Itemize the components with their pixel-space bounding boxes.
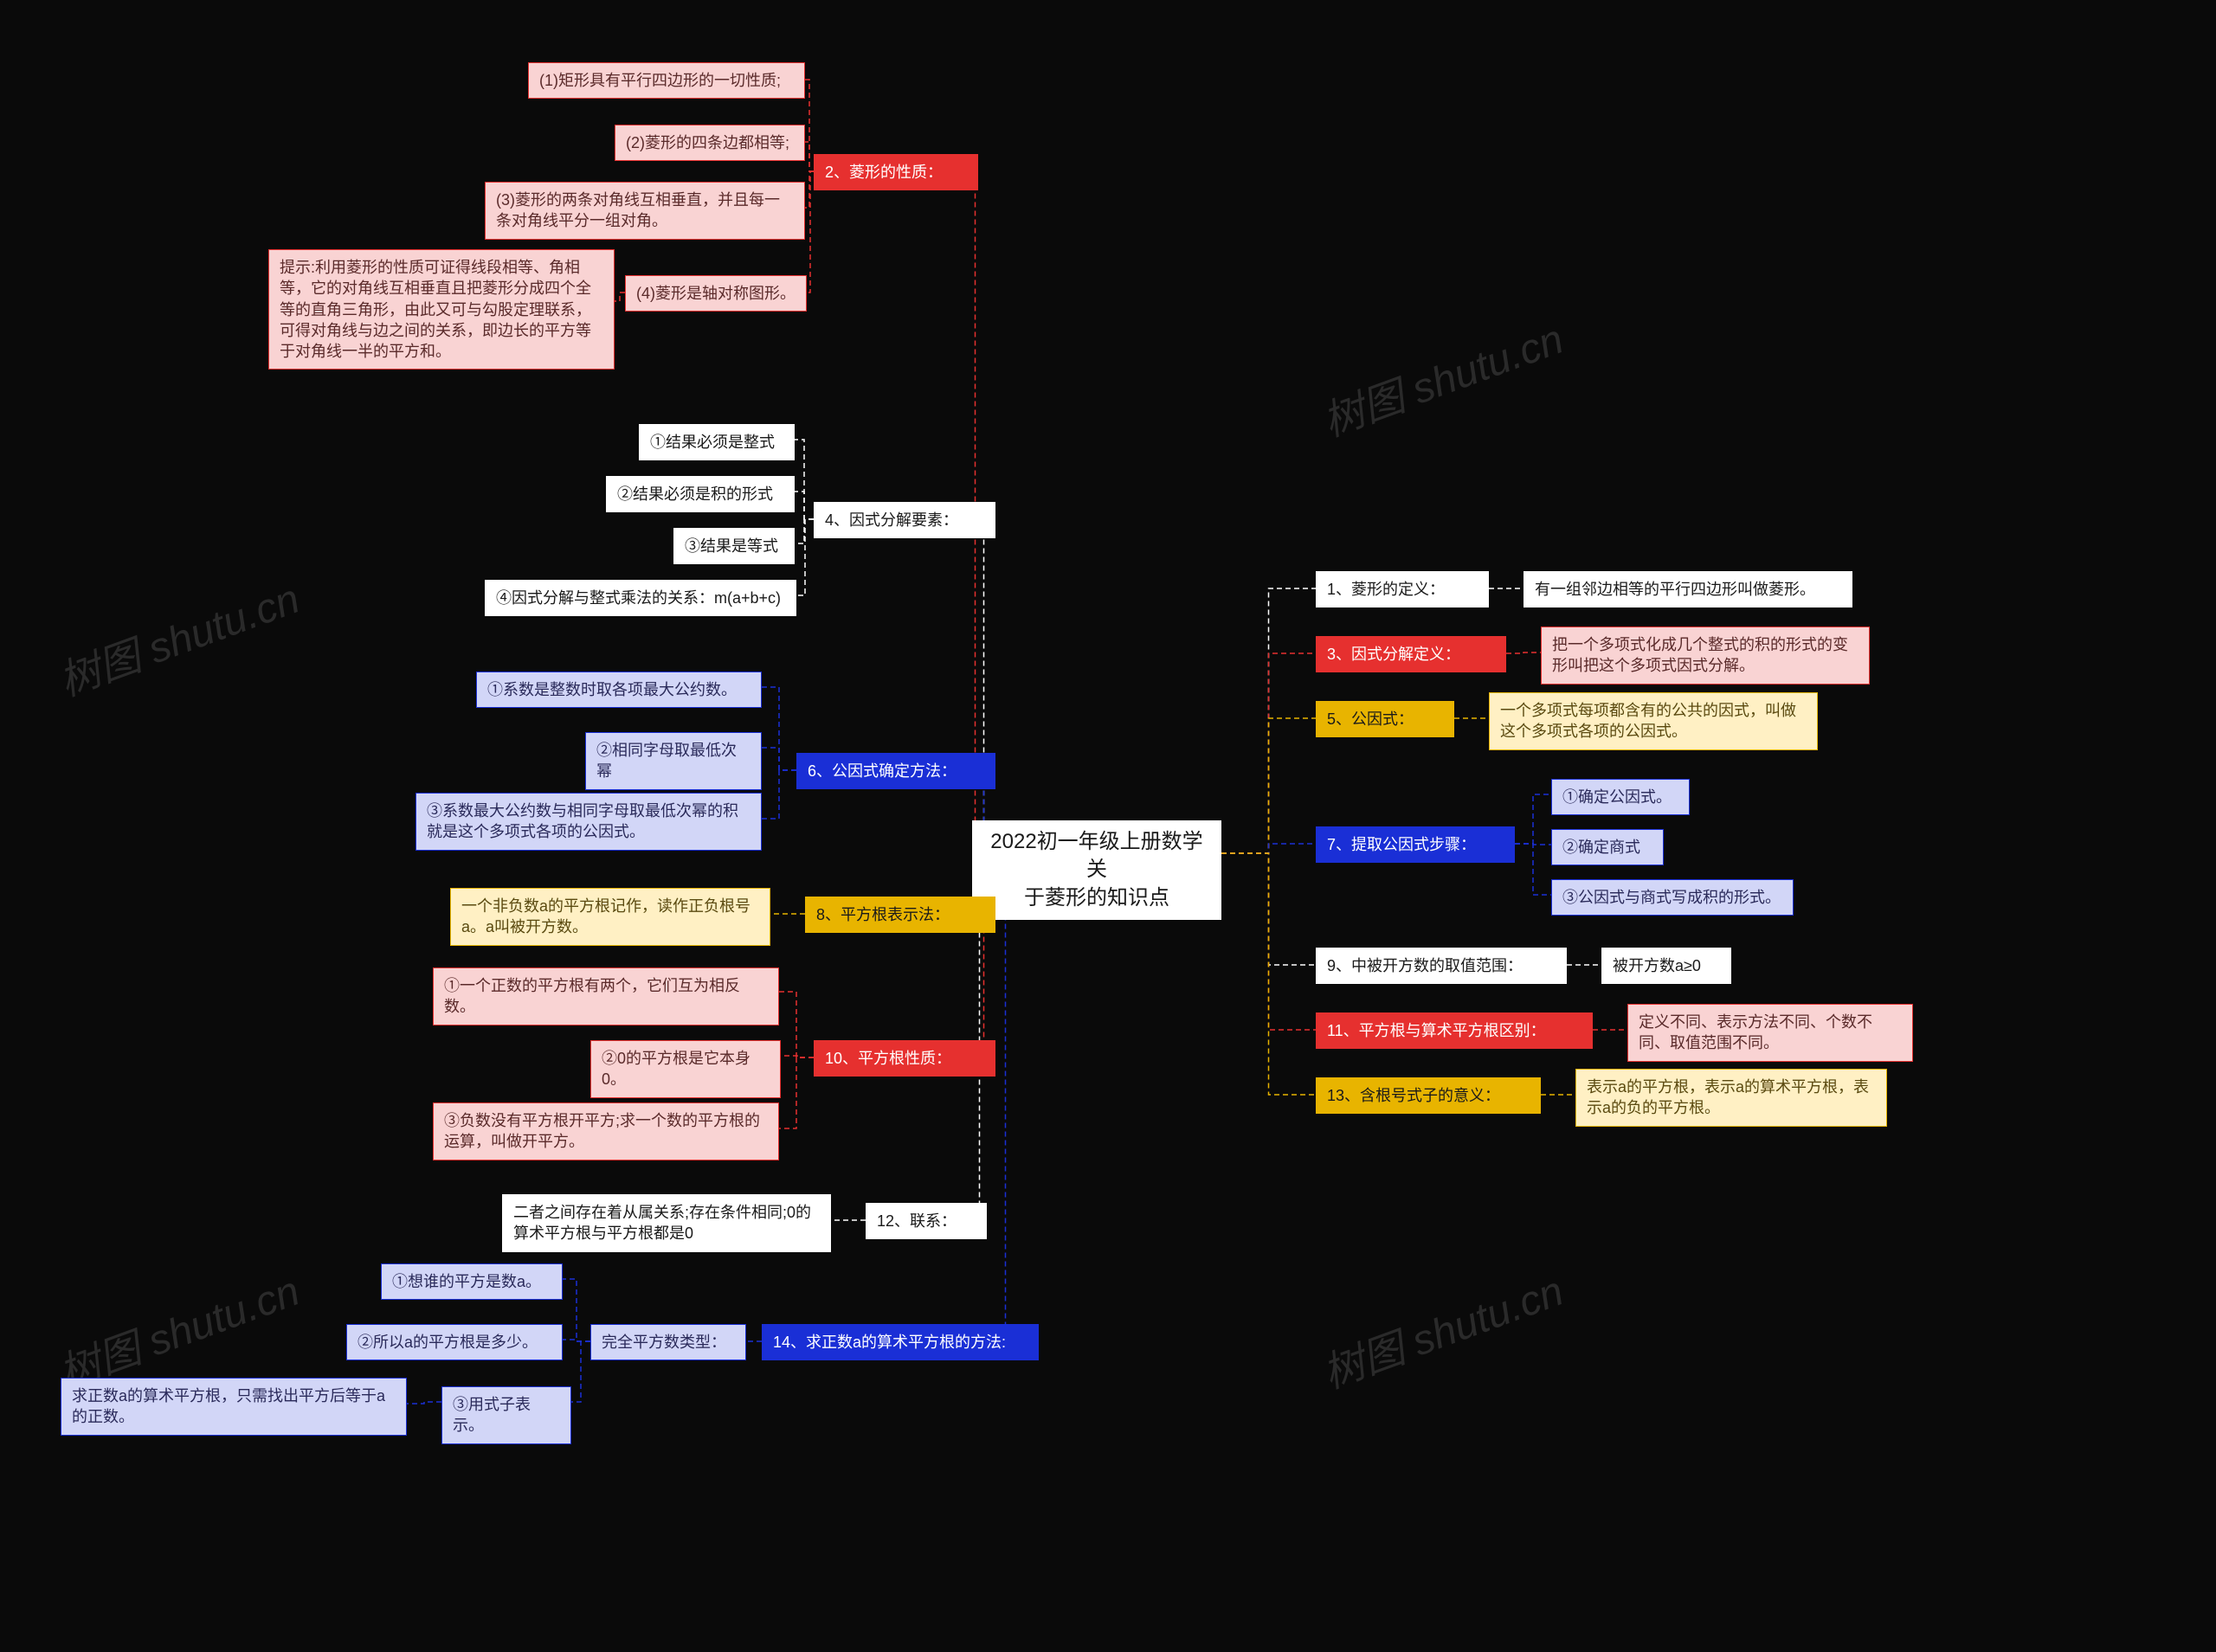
node-r1a: 有一组邻边相等的平行四边形叫做菱形。 bbox=[1524, 571, 1852, 607]
node-l4b: ②结果必须是积的形式 bbox=[606, 476, 795, 512]
node-l14: 14、求正数a的算术平方根的方法: bbox=[762, 1324, 1039, 1360]
node-l10a: ①一个正数的平方根有两个，它们互为相反数。 bbox=[433, 967, 779, 1025]
edge-center-r13 bbox=[1221, 853, 1316, 1095]
edge-l14c-l14t bbox=[407, 1402, 441, 1404]
edge-r7-r7b bbox=[1515, 844, 1551, 845]
node-l2d: (4)菱形是轴对称图形。 bbox=[625, 275, 807, 312]
node-l2c: (3)菱形的两条对角线互相垂直，并且每一条对角线平分一组对角。 bbox=[485, 182, 805, 240]
node-r7: 7、提取公因式步骤： bbox=[1316, 826, 1515, 863]
node-l12: 12、联系： bbox=[866, 1203, 987, 1239]
edge-l2d-l2t bbox=[615, 292, 625, 301]
node-l6a: ①系数是整数时取各项最大公约数。 bbox=[476, 672, 762, 708]
node-l4c: ③结果是等式 bbox=[673, 528, 795, 564]
edge-l6-l6c bbox=[762, 770, 796, 819]
node-l2t: 提示:利用菱形的性质可证得线段相等、角相等，它的对角线互相垂直且把菱形分成四个全… bbox=[268, 249, 615, 370]
edge-center-r1 bbox=[1221, 588, 1316, 853]
watermark: 树图 shutu.cn bbox=[49, 564, 306, 707]
edge-l2-l2d bbox=[807, 171, 814, 292]
node-l8: 8、平方根表示法： bbox=[805, 897, 995, 933]
node-l12a: 二者之间存在着从属关系;存在条件相同;0的算术平方根与平方根都是0 bbox=[502, 1194, 831, 1252]
node-l2: 2、菱形的性质： bbox=[814, 154, 978, 190]
node-l2b: (2)菱形的四条边都相等; bbox=[615, 125, 805, 161]
node-r5a: 一个多项式每项都含有的公共的因式，叫做这个多项式各项的公因式。 bbox=[1489, 692, 1818, 750]
edge-center-r11 bbox=[1221, 853, 1316, 1030]
edge-l10-l10c bbox=[779, 1057, 814, 1128]
node-l14t: 求正数a的算术平方根，只需找出平方后等于a的正数。 bbox=[61, 1378, 407, 1436]
node-l10: 10、平方根性质： bbox=[814, 1040, 995, 1077]
node-r7a: ①确定公因式。 bbox=[1551, 779, 1690, 815]
edge-center-r3 bbox=[1221, 653, 1316, 853]
edge-r7-r7c bbox=[1515, 844, 1551, 895]
node-r1: 1、菱形的定义： bbox=[1316, 571, 1489, 607]
node-r13: 13、含根号式子的意义： bbox=[1316, 1077, 1541, 1114]
edge-l4-l4c bbox=[795, 519, 814, 543]
node-l10b: ②0的平方根是它本身0。 bbox=[590, 1040, 781, 1098]
edge-l10-l10b bbox=[781, 1056, 814, 1057]
edge-center-r5 bbox=[1221, 718, 1316, 853]
node-r3: 3、因式分解定义： bbox=[1316, 636, 1506, 672]
edge-center-l4 bbox=[972, 519, 995, 853]
edge-center-r9 bbox=[1221, 853, 1316, 965]
edge-l6-l6a bbox=[762, 687, 796, 770]
edge-center-r7 bbox=[1221, 844, 1316, 853]
node-r9: 9、中被开方数的取值范围： bbox=[1316, 948, 1567, 984]
node-l6c: ③系数最大公约数与相同字母取最低次幂的积就是这个多项式各项的公因式。 bbox=[416, 793, 762, 851]
edge-r7-r7a bbox=[1515, 794, 1551, 844]
node-l14c: ③用式子表示。 bbox=[441, 1386, 571, 1444]
node-r3a: 把一个多项式化成几个整式的积的形式的变形叫把这个多项式因式分解。 bbox=[1541, 627, 1870, 685]
edge-l14s-l14a bbox=[563, 1279, 590, 1341]
node-l6b: ②相同字母取最低次幂 bbox=[585, 732, 762, 790]
node-l6: 6、公因式确定方法： bbox=[796, 753, 995, 789]
node-l4a: ①结果必须是整式 bbox=[639, 424, 795, 460]
edge-l2-l2b bbox=[805, 142, 814, 171]
edge-l14s-l14c bbox=[571, 1341, 590, 1402]
node-r7b: ②确定商式 bbox=[1551, 829, 1664, 865]
watermark: 树图 shutu.cn bbox=[1313, 1257, 1570, 1399]
edge-l2-l2a bbox=[805, 80, 814, 171]
node-r13a: 表示a的平方根，表示a的算术平方根，表示a的负的平方根。 bbox=[1575, 1069, 1887, 1127]
node-r7c: ③公因式与商式写成积的形式。 bbox=[1551, 879, 1794, 916]
node-l8a: 一个非负数a的平方根记作，读作正负根号a。a叫被开方数。 bbox=[450, 888, 770, 946]
node-r11a: 定义不同、表示方法不同、个数不同、取值范围不同。 bbox=[1627, 1004, 1913, 1062]
node-r9a: 被开方数a≥0 bbox=[1601, 948, 1731, 984]
edge-l14s-l14b bbox=[563, 1340, 590, 1341]
node-l4: 4、因式分解要素： bbox=[814, 502, 995, 538]
watermark: 树图 shutu.cn bbox=[1313, 305, 1570, 447]
edge-l6-l6b bbox=[762, 748, 796, 770]
edge-r3-r3a bbox=[1506, 652, 1541, 653]
node-l2a: (1)矩形具有平行四边形的一切性质; bbox=[528, 62, 805, 99]
edge-l2-l2c bbox=[805, 171, 814, 208]
node-l14s: 完全平方数类型： bbox=[590, 1324, 746, 1360]
edge-l4-l4a bbox=[795, 440, 814, 519]
node-l14b: ②所以a的平方根是多少。 bbox=[346, 1324, 563, 1360]
node-l4d: ④因式分解与整式乘法的关系：m(a+b+c) bbox=[485, 580, 796, 616]
node-r5: 5、公因式： bbox=[1316, 701, 1454, 737]
edge-l10-l10a bbox=[779, 992, 814, 1057]
node-center: 2022初一年级上册数学关 于菱形的知识点 bbox=[972, 820, 1221, 920]
edge-l4-l4b bbox=[795, 492, 814, 519]
mindmap-stage: 树图 shutu.cn树图 shutu.cn树图 shutu.cn树图 shut… bbox=[0, 0, 2216, 1652]
edge-l4-l4d bbox=[796, 519, 814, 595]
node-l14a: ①想谁的平方是数a。 bbox=[381, 1263, 563, 1300]
node-l10c: ③负数没有平方根开平方;求一个数的平方根的运算，叫做开平方。 bbox=[433, 1102, 779, 1160]
node-r11: 11、平方根与算术平方根区别： bbox=[1316, 1012, 1593, 1049]
